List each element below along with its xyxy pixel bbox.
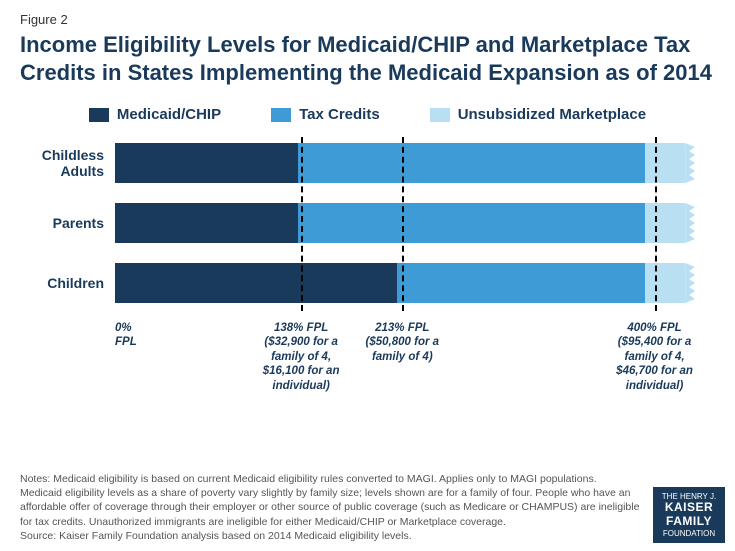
bar-row: Childless Adults [115, 141, 695, 185]
source-text: Source: Kaiser Family Foundation analysi… [20, 530, 412, 542]
bar-segment [298, 203, 645, 243]
axis-tick: 213% FPL($50,800 for afamily of 4) [347, 321, 457, 364]
bar-segment [645, 263, 685, 303]
bar-segment [115, 143, 298, 183]
bar-truncation-icon [685, 143, 695, 183]
x-axis: 0%FPL 138% FPL($32,900 for afamily of 4,$… [115, 321, 695, 401]
notes-text: Notes: Medicaid eligibility is based on … [20, 473, 639, 528]
category-label: Parents [15, 215, 110, 231]
legend-label: Unsubsidized Marketplace [458, 106, 646, 123]
logo-bottom: FOUNDATION [655, 529, 723, 538]
bar-track [115, 263, 695, 303]
bar-segment [645, 203, 685, 243]
bar-truncation-icon [685, 263, 695, 303]
chart-title: Income Eligibility Levels for Medicaid/C… [20, 31, 715, 86]
logo-name2: FAMILY [655, 515, 723, 529]
figure-label: Figure 2 [20, 12, 715, 27]
legend-item: Medicaid/CHIP [89, 106, 221, 123]
bar-row: Children [115, 261, 695, 305]
legend-item: Tax Credits [271, 106, 380, 123]
legend-label: Tax Credits [299, 106, 380, 123]
bar-track [115, 203, 695, 243]
bar-segment [397, 263, 645, 303]
axis-tick: 400% FPL($95,400 for afamily of 4,$46,70… [600, 321, 710, 393]
legend-label: Medicaid/CHIP [117, 106, 221, 123]
legend: Medicaid/CHIP Tax Credits Unsubsidized Mar… [20, 106, 715, 123]
category-label: Children [15, 275, 110, 291]
bar-segment [645, 143, 685, 183]
legend-swatch [430, 108, 450, 122]
bar-segment [115, 203, 298, 243]
logo-name1: KAISER [655, 501, 723, 515]
bar-track [115, 143, 695, 183]
category-label: Childless Adults [15, 147, 110, 179]
bar-row: Parents [115, 201, 695, 245]
legend-item: Unsubsidized Marketplace [430, 106, 646, 123]
axis-tick: 138% FPL($32,900 for afamily of 4,$16,10… [246, 321, 356, 393]
chart-area: Childless Adults Parents Children [115, 141, 695, 305]
footnotes: Notes: Medicaid eligibility is based on … [20, 472, 640, 543]
axis-tick: 0%FPL [115, 321, 165, 350]
bar-segment [115, 263, 397, 303]
kff-logo: THE HENRY J. KAISER FAMILY FOUNDATION [653, 487, 725, 543]
bar-truncation-icon [685, 203, 695, 243]
legend-swatch [89, 108, 109, 122]
bar-segment [298, 143, 645, 183]
legend-swatch [271, 108, 291, 122]
